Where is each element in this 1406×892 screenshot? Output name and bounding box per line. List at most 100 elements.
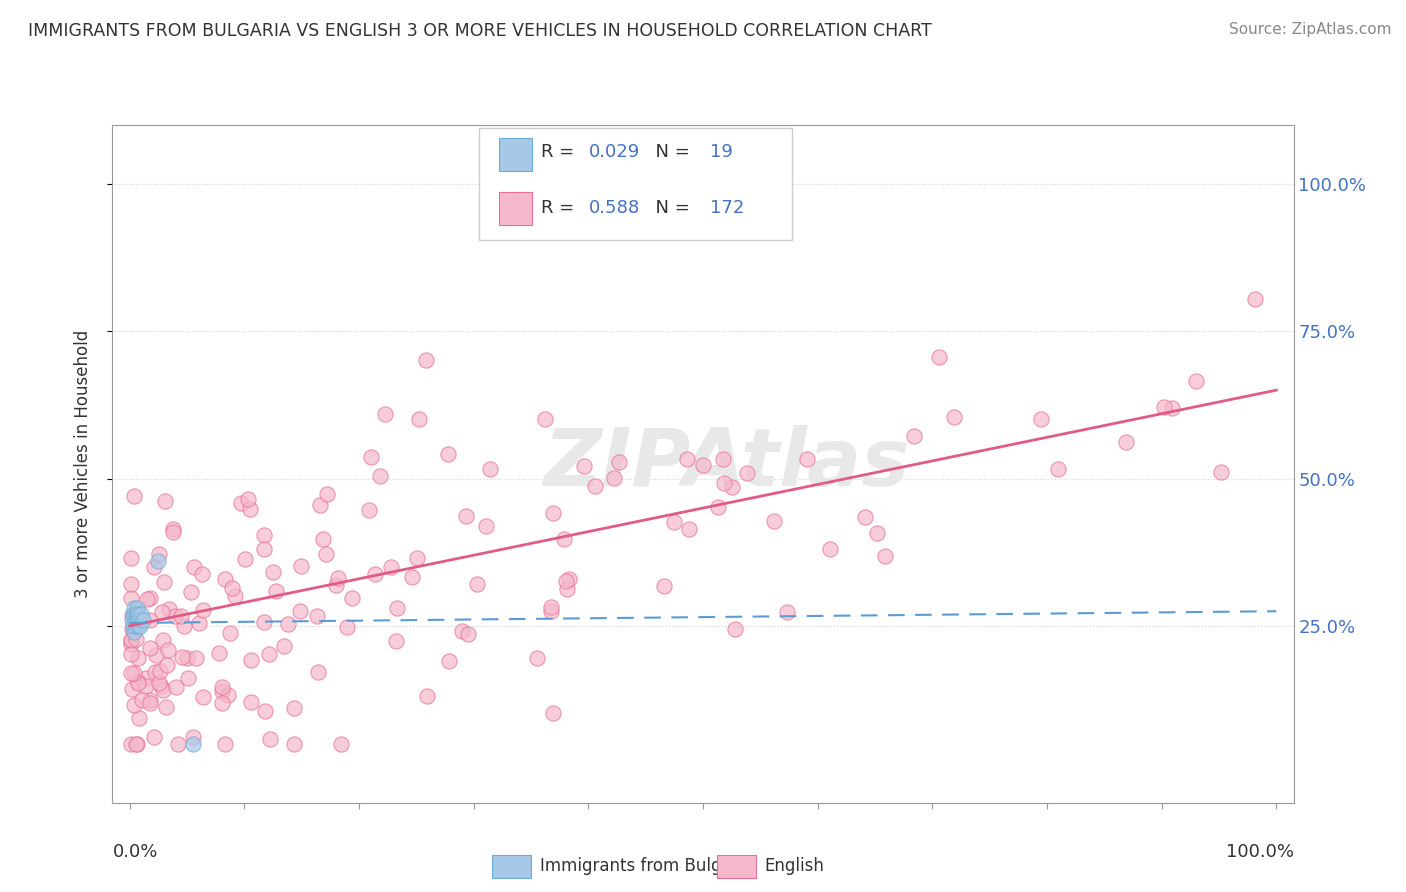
Point — [128, 711, 150, 725]
Text: 172: 172 — [710, 199, 744, 218]
Point — [603, 471, 626, 485]
Point — [138, 641, 160, 656]
Text: N =: N = — [644, 143, 696, 161]
Point — [122, 619, 145, 633]
Point — [135, 592, 157, 607]
Point — [131, 692, 153, 706]
Text: 0.588: 0.588 — [589, 199, 640, 218]
Point — [928, 350, 950, 364]
Point — [853, 510, 876, 524]
Point — [148, 548, 170, 562]
Point — [142, 731, 165, 745]
Point — [143, 665, 166, 680]
Point — [218, 625, 240, 640]
Point — [676, 451, 699, 466]
Point — [283, 737, 305, 751]
Text: 100.0%: 100.0% — [1226, 844, 1294, 862]
Point — [359, 502, 381, 516]
Point — [152, 682, 174, 697]
Point — [607, 455, 630, 469]
Point — [713, 476, 735, 491]
Point — [184, 651, 207, 665]
Text: R =: R = — [541, 199, 581, 218]
Text: R =: R = — [541, 143, 581, 161]
Point — [127, 675, 149, 690]
Point — [191, 603, 214, 617]
Point — [148, 676, 170, 690]
Text: 0.0%: 0.0% — [112, 844, 157, 862]
Point — [401, 570, 423, 584]
Point — [177, 671, 200, 685]
Point — [307, 665, 329, 679]
Point — [534, 412, 557, 426]
Point — [125, 601, 148, 615]
Point — [652, 579, 675, 593]
Point — [233, 552, 256, 566]
Point — [124, 613, 146, 627]
Point — [309, 498, 332, 512]
Point — [162, 523, 184, 537]
Text: Immigrants from Bulgaria: Immigrants from Bulgaria — [540, 857, 754, 875]
Point — [526, 651, 548, 665]
Point — [170, 608, 193, 623]
Point — [139, 696, 162, 710]
Point — [555, 574, 578, 588]
Point — [252, 541, 274, 556]
Point — [125, 632, 148, 646]
Point — [1243, 292, 1265, 306]
Point — [374, 407, 396, 421]
Point — [139, 591, 162, 606]
Point — [254, 705, 277, 719]
Point — [724, 623, 747, 637]
Point — [181, 730, 204, 744]
Point — [368, 468, 391, 483]
Point — [122, 624, 145, 639]
Point — [1211, 465, 1233, 479]
Point — [290, 559, 312, 574]
Point — [437, 654, 460, 668]
Point — [541, 506, 564, 520]
Point — [818, 541, 841, 556]
Point — [127, 619, 149, 633]
Point — [188, 615, 211, 630]
Text: 0.029: 0.029 — [589, 143, 640, 161]
Point — [572, 458, 595, 473]
Point — [553, 532, 575, 546]
Point — [325, 578, 347, 592]
Point — [170, 650, 193, 665]
Point — [416, 689, 439, 703]
Point — [238, 491, 260, 506]
Point — [128, 613, 150, 627]
Point — [316, 487, 339, 501]
Point — [221, 581, 243, 595]
Point — [129, 619, 152, 633]
Point — [121, 608, 143, 623]
Point — [457, 627, 479, 641]
Point — [211, 696, 233, 710]
Point — [763, 514, 786, 528]
Point — [121, 613, 143, 627]
Point — [167, 737, 190, 751]
Point — [541, 706, 564, 720]
Point — [711, 451, 734, 466]
Point — [122, 607, 145, 622]
Point — [692, 458, 714, 473]
Point — [120, 648, 142, 662]
Point — [214, 572, 236, 586]
Point — [540, 599, 562, 614]
Point — [145, 648, 167, 663]
Text: IMMIGRANTS FROM BULGARIA VS ENGLISH 3 OR MORE VEHICLES IN HOUSEHOLD CORRELATION : IMMIGRANTS FROM BULGARIA VS ENGLISH 3 OR… — [28, 22, 932, 40]
Point — [139, 613, 162, 627]
Point — [555, 582, 578, 596]
Point — [124, 619, 146, 633]
Point — [162, 525, 184, 540]
Point — [1046, 461, 1069, 475]
Point — [315, 547, 337, 561]
Point — [155, 493, 177, 508]
FancyBboxPatch shape — [499, 192, 531, 225]
Text: Source: ZipAtlas.com: Source: ZipAtlas.com — [1229, 22, 1392, 37]
Point — [125, 607, 148, 622]
Point — [122, 621, 145, 635]
Point — [217, 688, 239, 702]
Point — [152, 606, 174, 620]
